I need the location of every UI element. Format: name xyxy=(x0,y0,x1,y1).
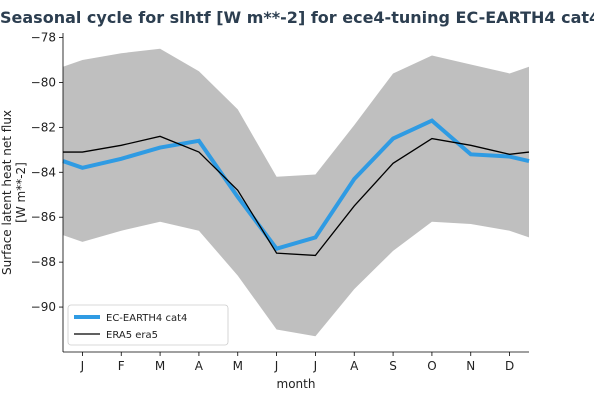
spread-band-layer xyxy=(63,48,529,337)
series-layer xyxy=(62,118,530,257)
x-tick-label: J xyxy=(274,359,279,373)
axes-layer: −78 −80 −82 −84 −86 −88 −90 J F M A M J J A S O N D xyxy=(31,30,529,373)
legend-label: ERA5 era5 xyxy=(106,330,158,341)
legend-label: EC-EARTH4 cat4 xyxy=(106,313,187,324)
y-tick-label: −82 xyxy=(31,120,56,134)
y-tick-label: −86 xyxy=(31,210,56,224)
x-tick-label: M xyxy=(233,359,243,373)
y-tick-label: −80 xyxy=(31,75,56,89)
y-tick-label: −90 xyxy=(31,300,56,314)
x-tick-label: D xyxy=(505,359,514,373)
chart-title: Seasonal cycle for slhtf [W m**-2] for e… xyxy=(0,8,594,27)
legend-box xyxy=(67,304,229,346)
y-tick-label: −88 xyxy=(31,255,56,269)
x-tick-label: J xyxy=(80,359,85,373)
y-tick-label: −84 xyxy=(31,165,56,179)
series-line-ec-earth4-cat4 xyxy=(62,118,530,251)
spread-band xyxy=(63,48,529,337)
x-tick-label: A xyxy=(350,359,359,373)
x-tick-label: O xyxy=(427,359,436,373)
x-tick-label: F xyxy=(118,359,125,373)
x-tick-label: S xyxy=(389,359,397,373)
x-tick-label: N xyxy=(466,359,475,373)
x-tick-label: J xyxy=(313,359,318,373)
y-axis-label-line-2: [W m**-2] xyxy=(14,162,28,223)
y-tick-label: −78 xyxy=(31,30,56,44)
legend: EC-EARTH4 cat4 ERA5 era5 xyxy=(67,304,229,346)
x-tick-label: M xyxy=(155,359,165,373)
x-axis-label: month xyxy=(277,377,316,391)
x-tick-label: A xyxy=(195,359,204,373)
y-axis-label-line-1: Surface latent heat net flux xyxy=(0,110,14,275)
series-line-era5-era5 xyxy=(63,135,530,257)
